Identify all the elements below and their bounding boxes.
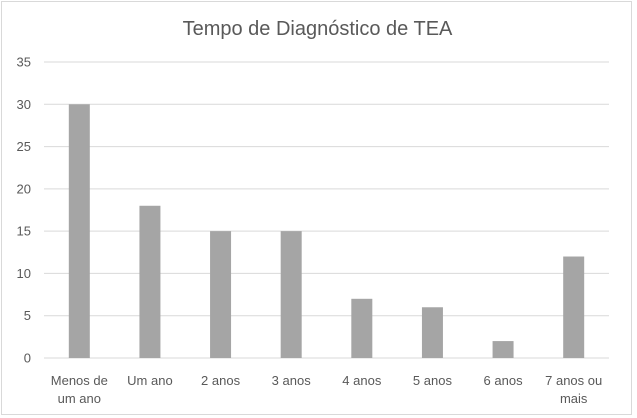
x-tick-label: 3 anos	[272, 373, 312, 388]
bar	[280, 231, 302, 358]
y-tick-label: 35	[17, 55, 31, 70]
bar	[421, 307, 443, 358]
bar	[68, 104, 90, 359]
x-tick-label: Um ano	[127, 373, 173, 388]
bar	[351, 298, 373, 358]
bar	[563, 256, 585, 358]
y-tick-label: 15	[17, 224, 31, 239]
x-tick-label: 5 anos	[413, 373, 453, 388]
y-tick-label: 25	[17, 139, 31, 154]
x-tick-label: 6 anos	[484, 373, 524, 388]
x-tick-label: 7 anos ou	[545, 373, 602, 388]
y-tick-label: 5	[24, 308, 31, 323]
bar	[139, 205, 161, 358]
x-tick-label: mais	[560, 391, 588, 406]
x-tick-label: 4 anos	[342, 373, 382, 388]
bar	[492, 341, 514, 358]
bar	[210, 231, 232, 358]
y-tick-label: 10	[17, 266, 31, 281]
chart-title: Tempo de Diagnóstico de TEA	[182, 18, 453, 40]
y-tick-label: 30	[17, 97, 31, 112]
x-tick-label: 2 anos	[201, 373, 241, 388]
y-tick-label: 20	[17, 181, 31, 196]
y-tick-label: 0	[24, 351, 31, 366]
x-tick-label: um ano	[58, 391, 101, 406]
x-tick-label: Menos de	[51, 373, 108, 388]
